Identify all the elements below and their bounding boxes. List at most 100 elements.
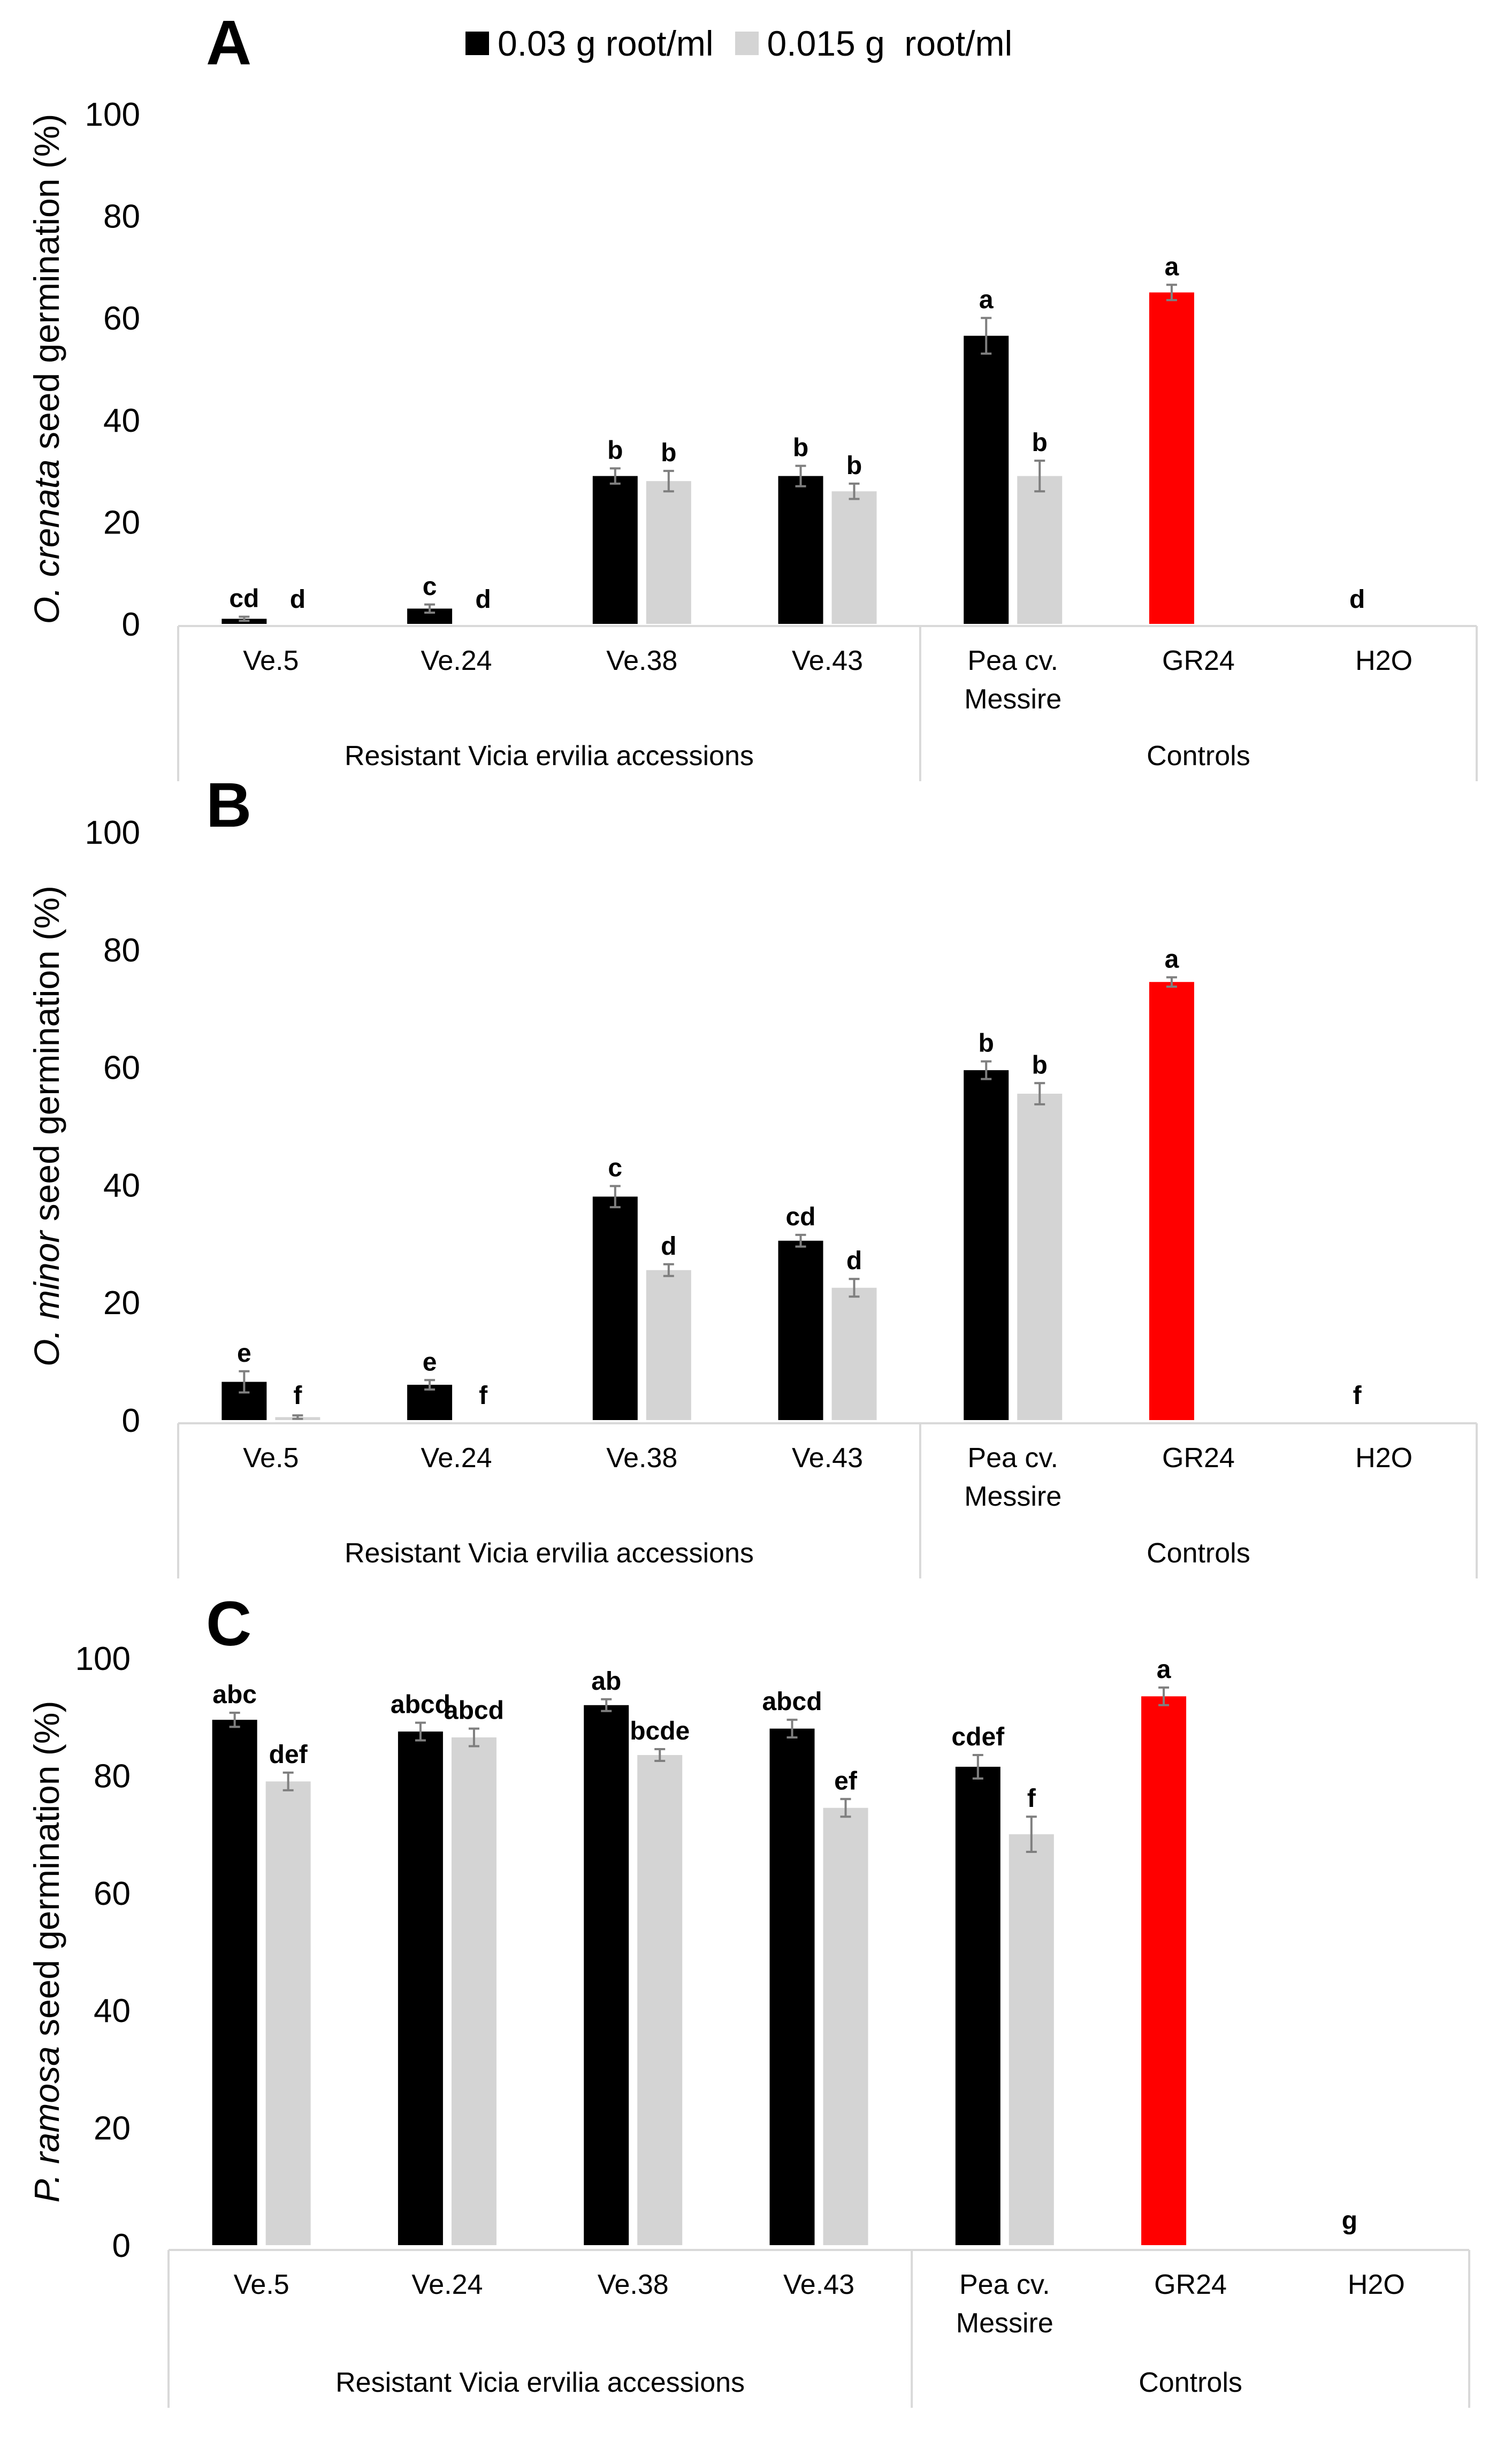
significance-letter: cdef (951, 1723, 1005, 1751)
significance-letter: a (1165, 945, 1179, 973)
legend: 0.03 g root/ml 0.015 g root/ml (465, 19, 1012, 67)
significance-letter: ab (591, 1667, 621, 1696)
y-tick-label: 100 (85, 96, 140, 133)
y-tick-label: 0 (112, 2227, 131, 2264)
panel-C: C 0 20 40 60 80 100 P. ramosa seed germination … (27, 1589, 1470, 2408)
x-tick-label: Ve.5 (243, 645, 299, 676)
x-tick-label: Pea cv. (959, 2269, 1050, 2300)
significance-letter: f (293, 1382, 302, 1410)
significance-letter: d (846, 1247, 862, 1275)
significance-letter: b (846, 452, 862, 480)
x-tick-label: Ve.5 (234, 2269, 289, 2300)
significance-letter: f (1027, 1784, 1036, 1813)
y-tick-label: 0 (122, 1402, 140, 1439)
significance-letter: cd (785, 1203, 815, 1231)
significance-letter: f (1353, 1382, 1362, 1410)
x-group-label: Resistant Vicia ervilia accessions (345, 1538, 754, 1569)
bar-s1-2 (592, 476, 638, 624)
x-tick-label: Ve.24 (421, 645, 492, 676)
x-tick-label: GR24 (1162, 645, 1235, 676)
y-tick-label: 20 (103, 504, 140, 541)
significance-letter: a (979, 286, 994, 314)
y-axis-title-italic: O. minor (27, 1230, 66, 1367)
significance-letter: b (979, 1029, 994, 1058)
y-axis-title-rest: seed germination (%) (27, 114, 66, 460)
y-tick-label: 60 (103, 300, 140, 337)
bar-s2-2 (646, 481, 691, 624)
panel-letter: C (206, 1589, 251, 1659)
significance-letter: c (423, 573, 437, 601)
bar-s2-4 (1017, 1094, 1063, 1420)
legend-swatch-series2 (735, 32, 759, 55)
bar-s2-3 (823, 1807, 868, 2245)
y-axis-title-italic: O. crenata (27, 459, 66, 624)
significance-letter: a (1165, 253, 1179, 281)
significance-letter: b (1032, 429, 1048, 457)
significance-letter: abcd (444, 1697, 504, 1725)
y-tick-label: 40 (103, 1167, 140, 1204)
y-tick-label: 40 (94, 1993, 131, 2030)
significance-letter: e (423, 1348, 437, 1376)
x-tick-label: Pea cv. (967, 1443, 1058, 1474)
x-tick-label: Ve.5 (243, 1443, 299, 1474)
bar-s1-3 (778, 1240, 823, 1420)
significance-letter: g (1342, 2207, 1357, 2235)
significance-letter: cd (229, 585, 259, 613)
panel-A: A 0 20 40 60 80 100 O. crenata seed germination… (27, 7, 1478, 781)
significance-letter: bcde (630, 1717, 690, 1745)
significance-letter: c (608, 1154, 622, 1182)
y-axis-title-rest: seed germination (%) (27, 1701, 66, 2047)
y-tick-label: 60 (94, 1875, 131, 1912)
bar-s2-3 (831, 1287, 877, 1420)
significance-letter: abc (212, 1681, 257, 1709)
x-group-label: Controls (1147, 1538, 1250, 1569)
x-group-label: Resistant Vicia ervilia accessions (345, 741, 754, 772)
bar-s2-4 (1017, 476, 1063, 624)
bar-s1-3 (778, 476, 823, 624)
bar-s2-0 (265, 1781, 311, 2245)
significance-letter: f (479, 1382, 488, 1410)
y-tick-label: 80 (94, 1758, 131, 1795)
significance-letter: d (1349, 585, 1365, 614)
bar-control-5 (1149, 982, 1194, 1420)
x-tick-label: Messire (964, 1481, 1062, 1512)
x-tick-label: Messire (964, 684, 1062, 715)
y-tick-label: 0 (122, 606, 140, 643)
y-axis-title-italic: P. ramosa (27, 2046, 66, 2202)
x-group-label: Controls (1147, 741, 1250, 772)
bar-s2-4 (1009, 1834, 1054, 2245)
x-tick-label: Pea cv. (967, 645, 1058, 676)
y-tick-label: 100 (85, 814, 140, 851)
significance-letter: b (1032, 1051, 1048, 1079)
x-group-label: Resistant Vicia ervilia accessions (335, 2367, 745, 2398)
bar-s1-1 (407, 1385, 453, 1420)
x-group-label: Controls (1139, 2367, 1242, 2398)
y-tick-label: 80 (103, 932, 140, 969)
significance-letter: ef (834, 1767, 858, 1795)
bar-s2-3 (831, 491, 877, 624)
significance-letter: d (661, 1232, 676, 1261)
y-tick-label: 20 (94, 2110, 131, 2147)
x-tick-label: Ve.24 (421, 1443, 492, 1474)
significance-letter: b (661, 439, 676, 467)
legend-label-series2: 0.015 g root/ml (767, 24, 1013, 63)
x-tick-label: Ve.43 (792, 1443, 863, 1474)
x-tick-label: GR24 (1154, 2269, 1227, 2300)
significance-letter: b (793, 434, 808, 462)
y-axis-title: O. crenata seed germination (%) (27, 114, 66, 624)
bar-s1-2 (592, 1196, 638, 1420)
significance-letter: b (607, 436, 623, 464)
bar-s2-2 (637, 1755, 683, 2245)
x-tick-label: Ve.24 (411, 2269, 483, 2300)
bar-s1-0 (212, 1720, 257, 2245)
y-tick-label: 100 (75, 1641, 131, 1677)
x-tick-label: Ve.43 (792, 645, 863, 676)
x-tick-label: GR24 (1162, 1443, 1235, 1474)
bar-s2-2 (646, 1270, 691, 1420)
bar-s1-4 (955, 1766, 1001, 2245)
panel-B: B 0 20 40 60 80 100 O. minor seed germination (… (27, 770, 1478, 1578)
y-tick-label: 60 (103, 1050, 140, 1087)
bar-s1-1 (398, 1731, 443, 2245)
bar-s1-3 (769, 1728, 815, 2245)
